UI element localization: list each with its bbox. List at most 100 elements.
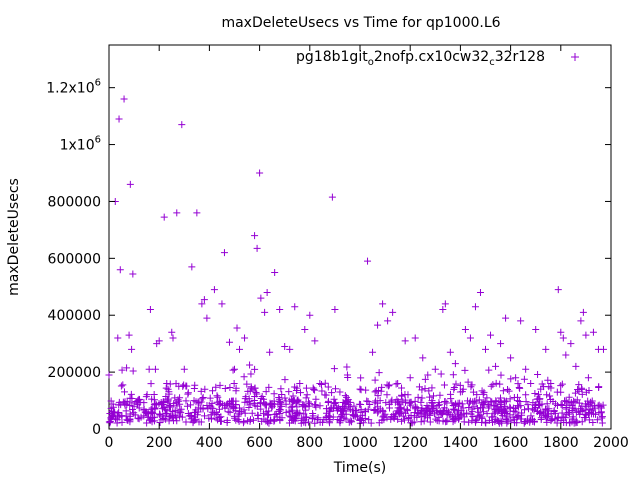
data-point: [230, 379, 238, 387]
data-point: [384, 317, 392, 325]
data-point: [543, 418, 551, 426]
data-point: [520, 419, 528, 427]
data-point: [441, 397, 449, 405]
data-point: [187, 401, 195, 409]
data-point: [473, 404, 481, 412]
data-point: [140, 399, 148, 407]
data-point: [443, 418, 451, 426]
data-point: [521, 417, 529, 425]
data-point: [163, 395, 171, 403]
data-point: [383, 391, 391, 399]
data-point: [314, 414, 322, 422]
data-point: [261, 308, 269, 316]
data-point: [465, 403, 473, 411]
data-point: [117, 382, 125, 390]
data-point: [312, 395, 320, 403]
data-point: [589, 410, 597, 418]
data-point: [275, 407, 283, 415]
data-point: [431, 365, 439, 373]
data-point: [291, 303, 299, 311]
data-point: [302, 384, 310, 392]
data-point: [449, 401, 457, 409]
data-point: [166, 401, 174, 409]
data-point: [363, 397, 371, 405]
data-point: [582, 414, 590, 422]
legend-label-subscript: o: [368, 57, 374, 68]
data-point: [389, 413, 397, 421]
data-point: [355, 400, 363, 408]
data-point: [285, 419, 293, 427]
data-point: [389, 308, 397, 316]
data-point: [184, 390, 192, 398]
data-point: [198, 300, 206, 308]
data-point: [573, 419, 581, 427]
data-point: [316, 402, 324, 410]
data-point: [502, 416, 510, 424]
data-point: [454, 408, 462, 416]
data-point: [495, 398, 503, 406]
data-point: [506, 403, 514, 411]
data-point: [223, 416, 231, 424]
data-point: [410, 418, 418, 426]
data-point: [395, 407, 403, 415]
y-tick-label-base: 1.2x10: [46, 81, 94, 97]
data-point: [151, 404, 159, 412]
data-point: [544, 376, 552, 384]
data-point: [566, 419, 574, 427]
data-point: [216, 397, 224, 405]
data-point: [557, 328, 565, 336]
data-point: [271, 411, 279, 419]
data-point: [507, 375, 515, 383]
data-point: [226, 383, 234, 391]
data-point: [520, 375, 528, 383]
data-point: [361, 414, 369, 422]
data-point: [374, 407, 382, 415]
data-point: [148, 418, 156, 426]
data-point: [439, 306, 447, 314]
data-point: [325, 406, 333, 414]
data-point: [216, 381, 224, 389]
data-point: [512, 408, 520, 416]
legend: pg18b1gito2nofp.cx10cw32c32r128: [296, 49, 579, 68]
data-point: [242, 393, 250, 401]
data-point: [262, 388, 270, 396]
data-point: [398, 384, 406, 392]
data-point: [521, 406, 529, 414]
data-point: [428, 397, 436, 405]
data-point: [339, 402, 347, 410]
data-point: [168, 328, 176, 336]
data-point: [401, 391, 409, 399]
data-point: [148, 408, 156, 416]
data-point: [377, 387, 385, 395]
data-point: [573, 417, 581, 425]
legend-marker: [571, 53, 579, 61]
data-point: [413, 404, 421, 412]
data-point: [158, 416, 166, 424]
data-point: [191, 381, 199, 389]
data-point: [532, 325, 540, 333]
data-point: [599, 345, 607, 353]
data-point: [456, 388, 464, 396]
data-point: [573, 396, 581, 404]
data-point: [224, 408, 232, 416]
data-point: [189, 417, 197, 425]
data-point: [159, 400, 167, 408]
data-point: [350, 402, 358, 410]
data-point: [171, 394, 179, 402]
data-point: [166, 403, 174, 411]
data-point: [371, 376, 379, 384]
data-point: [352, 407, 360, 415]
data-point: [527, 412, 535, 420]
data-point: [597, 408, 605, 416]
data-point: [163, 410, 171, 418]
data-point: [275, 393, 283, 401]
data-point: [582, 331, 590, 339]
x-tick-label: 600: [246, 435, 273, 451]
data-point: [421, 385, 429, 393]
data-point: [185, 412, 193, 420]
data-point: [136, 396, 144, 404]
data-point: [331, 385, 339, 393]
data-point: [430, 402, 438, 410]
data-point: [246, 400, 254, 408]
data-point: [527, 379, 535, 387]
